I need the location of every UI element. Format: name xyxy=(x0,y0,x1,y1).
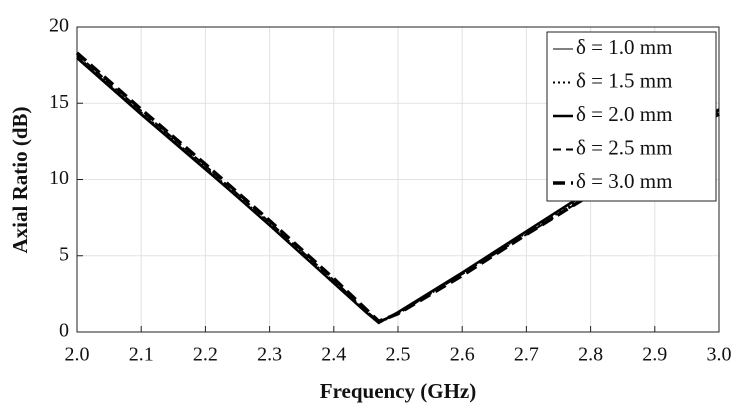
legend-label: δ = 1.5 mm xyxy=(576,68,672,92)
legend-label: δ = 3.0 mm xyxy=(576,169,672,193)
legend-label: δ = 2.0 mm xyxy=(576,102,672,126)
y-tick-label: 15 xyxy=(49,91,69,113)
y-tick-label: 10 xyxy=(49,167,69,189)
x-tick-label: 2.6 xyxy=(450,344,475,366)
x-tick-label: 2.2 xyxy=(193,344,218,366)
x-tick-label: 2.7 xyxy=(514,344,539,366)
x-tick-label: 2.0 xyxy=(65,344,90,366)
plot-frame xyxy=(76,26,720,333)
legend-box xyxy=(546,31,717,202)
y-tick-label: 20 xyxy=(49,15,69,37)
y-tick-label: 5 xyxy=(59,243,69,265)
x-tick-label: 2.4 xyxy=(321,344,346,366)
x-tick-label: 2.9 xyxy=(642,344,667,366)
x-tick-label: 2.3 xyxy=(257,344,282,366)
x-tick-label: 2.5 xyxy=(386,344,411,366)
x-tick-label: 3.0 xyxy=(707,344,732,366)
legend-label: δ = 1.0 mm xyxy=(576,35,672,59)
x-tick-label: 2.1 xyxy=(129,344,154,366)
x-tick-label: 2.8 xyxy=(578,344,603,366)
x-axis-label: Frequency (GHz) xyxy=(320,379,477,403)
y-tick-label: 0 xyxy=(59,320,69,342)
y-axis-label: Axial Ratio (dB) xyxy=(8,106,32,253)
legend-label: δ = 2.5 mm xyxy=(576,135,672,159)
